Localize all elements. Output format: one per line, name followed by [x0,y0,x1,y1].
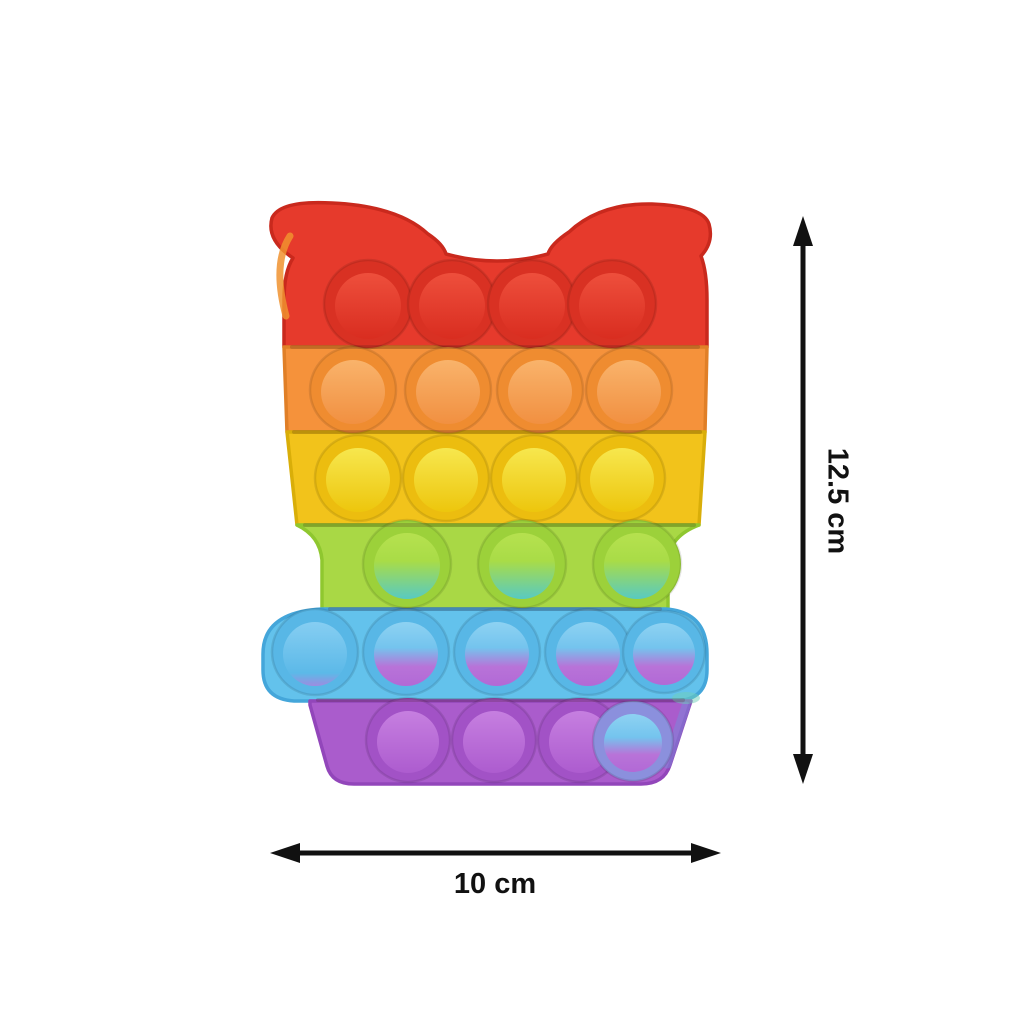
height-label: 12.5 cm [821,448,853,554]
ear-color-bleed [276,232,294,320]
row-purple-bubbles [364,696,675,784]
row-green-bubbles [361,518,683,610]
row-red-bubbles [322,258,658,350]
width-dimension: 10 cm [270,843,721,900]
height-arrowhead-down-icon [793,754,813,784]
popit-toy [261,200,713,786]
width-arrowhead-right-icon [691,843,721,863]
base-teal-tint [672,692,700,704]
partial-bubble [591,701,675,783]
height-arrowhead-up-icon [793,216,813,246]
row-ridges [290,345,702,702]
width-label: 10 cm [454,868,536,900]
row-blue-bubbles [270,607,707,697]
height-dimension: 12.5 cm [793,216,853,784]
row-yellow-bubbles [313,433,667,523]
row-orange-bubbles [308,345,674,435]
width-arrowhead-left-icon [270,843,300,863]
